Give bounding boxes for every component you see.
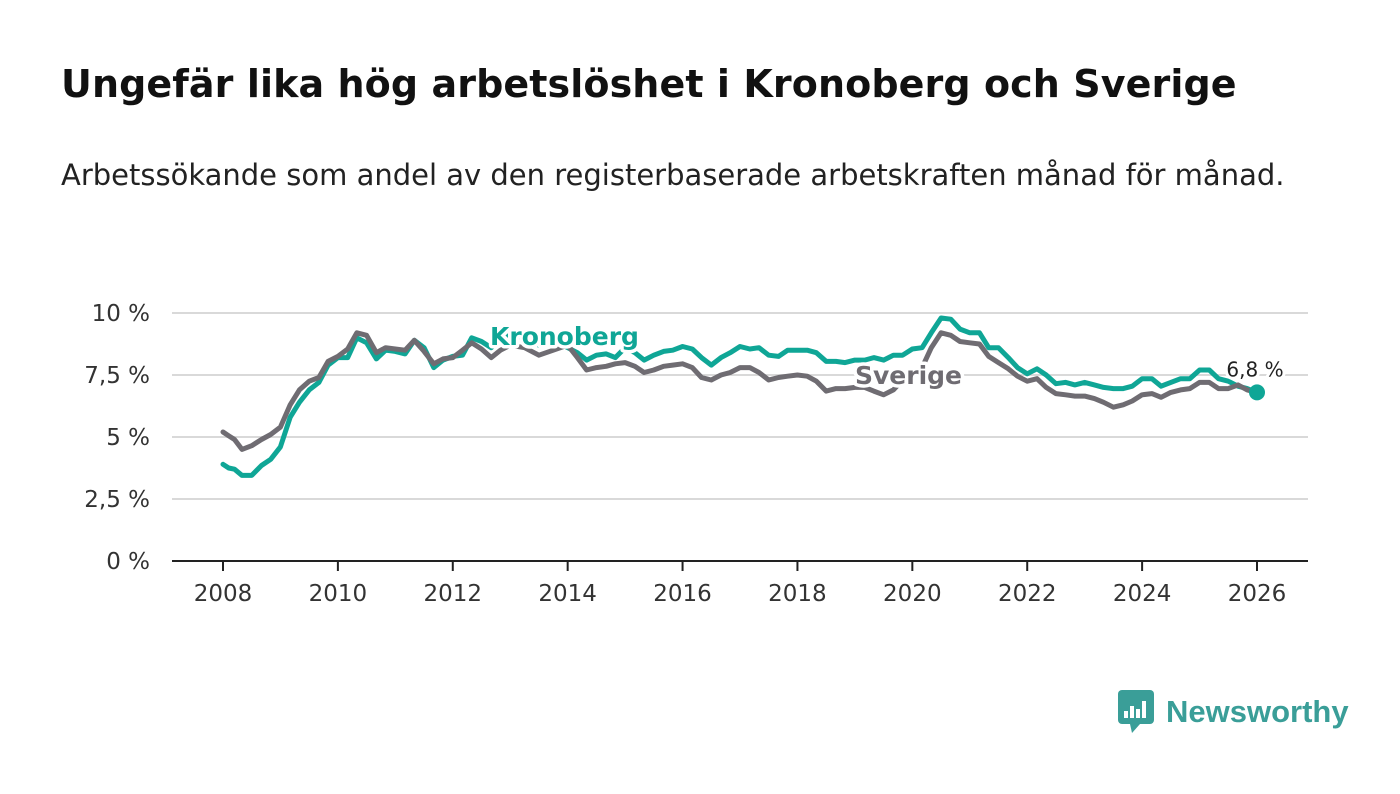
newsworthy-brand: Newsworthy	[1118, 690, 1349, 734]
series-lines	[220, 315, 1260, 478]
grid-lines	[172, 312, 1308, 562]
x-tick-label: 2020	[883, 581, 942, 607]
x-tick-label: 2008	[194, 581, 253, 607]
y-tick-label: 5 %	[106, 425, 150, 451]
x-tick-label: 2024	[1113, 581, 1172, 607]
x-tick-label: 2026	[1228, 581, 1287, 607]
y-axis-ticks: 0 % 2,5 % 5 % 7,5 % 10 %	[84, 301, 150, 575]
chart-title: Ungefär lika hög arbetslöshet i Kronober…	[61, 62, 1237, 106]
end-value-label: 6,8 %	[1226, 357, 1283, 381]
x-tick-label: 2012	[424, 581, 483, 607]
x-tick-label: 2016	[653, 581, 712, 607]
x-tick-label: 2022	[998, 581, 1057, 607]
x-tick-label: 2014	[538, 581, 597, 607]
x-tick-label: 2018	[768, 581, 827, 607]
end-point-marker	[1249, 384, 1265, 401]
y-tick-label: 10 %	[92, 301, 150, 327]
series-label-sverige: Sverige	[855, 361, 962, 390]
y-tick-label: 0 %	[106, 549, 150, 575]
y-tick-label: 7,5 %	[84, 363, 150, 389]
newsworthy-logo-icon	[1118, 690, 1154, 733]
chart-subtitle: Arbetssökande som andel av den registerb…	[61, 158, 1285, 192]
x-axis-ticks: 2008 2010 2012 2014 2016 2018 2020 2022 2024 2026	[194, 561, 1287, 607]
series-line-kronoberg	[220, 315, 1260, 478]
x-tick-label: 2010	[309, 581, 368, 607]
series-labels: Kronoberg Sverige	[487, 319, 966, 394]
y-tick-label: 2,5 %	[84, 487, 150, 513]
series-label-kronoberg: Kronoberg	[490, 322, 639, 351]
series-line-sverige	[220, 330, 1260, 452]
brand-name: Newsworthy	[1166, 694, 1349, 729]
end-marker: 6,8 %	[1223, 354, 1287, 401]
